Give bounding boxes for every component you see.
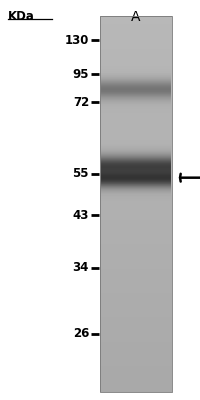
Text: 95: 95: [72, 68, 89, 81]
Text: 130: 130: [65, 34, 89, 47]
Text: KDa: KDa: [8, 10, 35, 23]
Text: 26: 26: [73, 327, 89, 340]
Text: 34: 34: [73, 262, 89, 274]
Text: 55: 55: [72, 168, 89, 180]
Text: 72: 72: [73, 96, 89, 109]
Text: A: A: [131, 10, 141, 24]
Text: 43: 43: [73, 209, 89, 222]
